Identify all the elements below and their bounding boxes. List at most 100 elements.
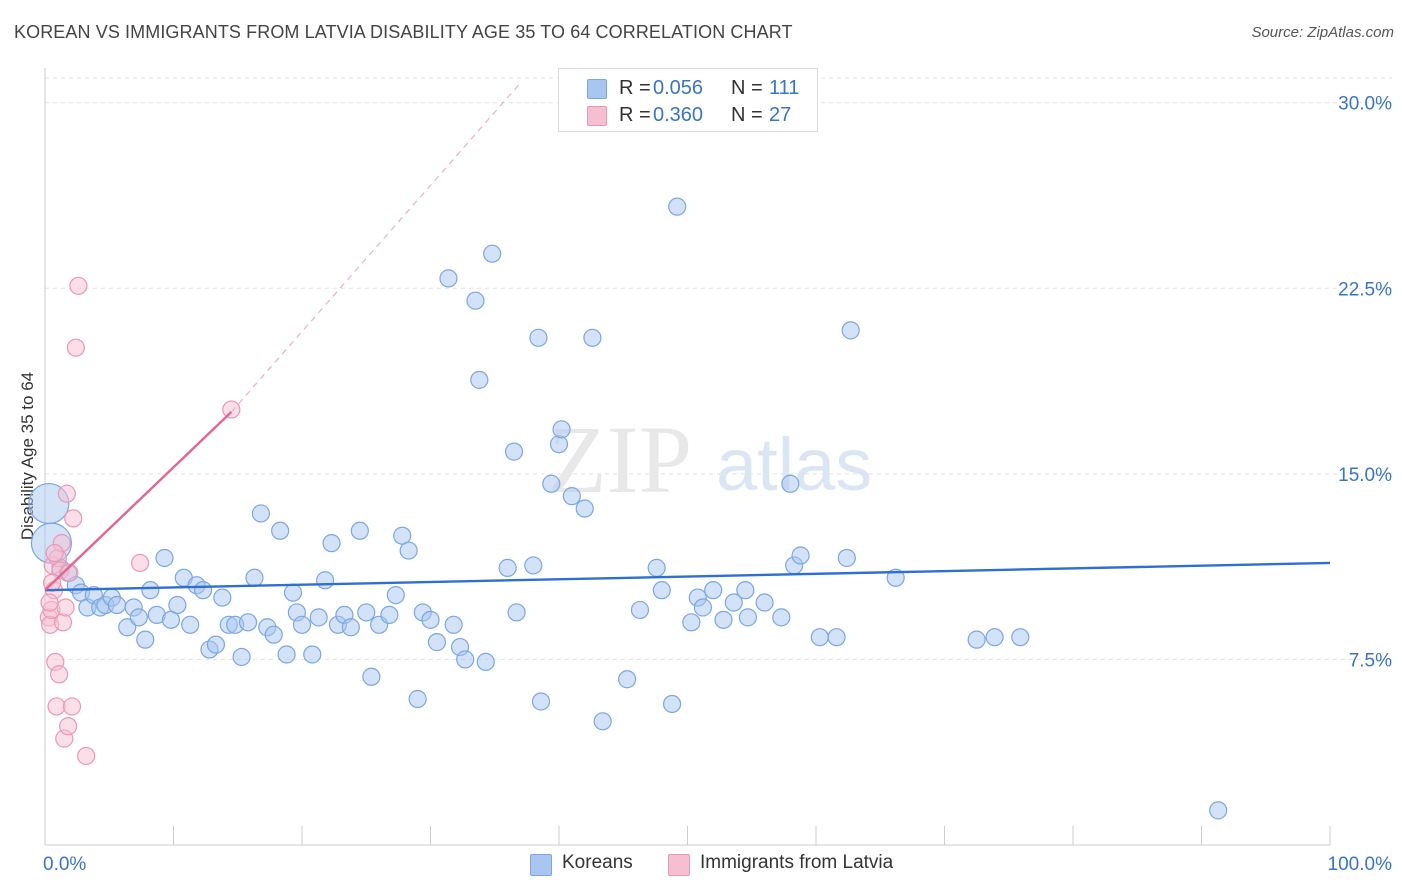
series-koreans bbox=[28, 197, 1228, 820]
legend-n-value: 111 bbox=[769, 77, 800, 99]
data-point bbox=[772, 608, 791, 627]
data-points bbox=[28, 197, 1228, 820]
data-point bbox=[439, 269, 458, 288]
data-point bbox=[56, 598, 75, 617]
data-point bbox=[59, 717, 78, 736]
data-point bbox=[386, 586, 405, 605]
data-point bbox=[668, 197, 687, 216]
data-point bbox=[69, 276, 88, 295]
data-point bbox=[277, 645, 296, 664]
legend-label-latvia: Immigrants from Latvia bbox=[700, 852, 894, 873]
watermark: ZIP atlas bbox=[548, 406, 872, 513]
data-point bbox=[593, 712, 612, 731]
data-point bbox=[380, 605, 399, 625]
data-point bbox=[40, 593, 59, 612]
watermark-atlas: atlas bbox=[716, 423, 872, 506]
data-point bbox=[168, 595, 187, 615]
x-tick-label: 0.0% bbox=[43, 854, 86, 875]
data-point bbox=[575, 499, 594, 518]
data-point bbox=[50, 665, 69, 684]
data-point bbox=[542, 474, 561, 493]
data-point bbox=[552, 420, 571, 439]
data-point bbox=[271, 521, 290, 540]
data-point bbox=[652, 581, 671, 600]
y-tick-label: 15.0% bbox=[1338, 465, 1392, 486]
chart-title: KOREAN VS IMMIGRANTS FROM LATVIA DISABIL… bbox=[14, 22, 793, 42]
data-point bbox=[456, 650, 475, 669]
trend-line-koreans bbox=[44, 561, 1331, 592]
legend-swatch-koreans bbox=[587, 79, 607, 99]
data-point bbox=[841, 321, 860, 340]
data-point bbox=[222, 400, 241, 419]
series-latvia bbox=[39, 276, 241, 766]
data-point bbox=[57, 484, 76, 503]
data-point bbox=[470, 370, 489, 389]
data-point bbox=[66, 338, 85, 357]
data-point bbox=[810, 628, 829, 647]
data-point bbox=[341, 618, 360, 637]
legend-r-value: 0.360 bbox=[653, 104, 704, 126]
data-point bbox=[549, 435, 569, 454]
data-point bbox=[129, 608, 148, 627]
data-point bbox=[303, 645, 322, 664]
tick-labels: 7.5% 15.0% 22.5% 30.0% 0.0% 100.0% bbox=[43, 94, 1392, 875]
data-point bbox=[483, 244, 502, 263]
data-point bbox=[583, 328, 602, 347]
data-point bbox=[738, 608, 757, 627]
data-point bbox=[64, 509, 83, 528]
data-point bbox=[357, 603, 376, 622]
data-point bbox=[630, 600, 650, 620]
data-point bbox=[693, 598, 713, 617]
data-point bbox=[466, 291, 485, 310]
data-point bbox=[316, 571, 335, 590]
data-point bbox=[141, 581, 160, 600]
data-point bbox=[155, 548, 174, 568]
data-point bbox=[107, 595, 127, 615]
legend-n-value: 27 bbox=[769, 104, 792, 126]
data-point bbox=[504, 442, 524, 461]
data-point bbox=[399, 541, 418, 560]
data-point bbox=[1209, 801, 1228, 820]
data-point bbox=[791, 546, 810, 565]
data-point bbox=[362, 667, 381, 686]
data-point bbox=[245, 568, 264, 587]
data-point bbox=[292, 615, 312, 634]
data-point bbox=[1011, 628, 1030, 647]
data-point bbox=[232, 647, 251, 667]
data-point bbox=[781, 474, 800, 493]
data-point bbox=[531, 692, 551, 711]
data-point bbox=[755, 593, 774, 612]
legend-swatch-latvia bbox=[587, 106, 607, 126]
legend-row-koreans: R = 0.056 N = 111 bbox=[559, 75, 817, 101]
data-point bbox=[47, 697, 66, 716]
data-point bbox=[322, 534, 341, 553]
legend-label-koreans: Koreans bbox=[562, 852, 633, 873]
axes bbox=[44, 68, 1331, 846]
legend-n-label: N = bbox=[731, 104, 763, 126]
correlation-legend: R = 0.056 N = 111 R = 0.360 N = 27 bbox=[558, 68, 818, 132]
data-point bbox=[283, 583, 303, 602]
data-point bbox=[476, 652, 495, 672]
data-point bbox=[309, 608, 328, 627]
trend-lines bbox=[44, 82, 1331, 592]
legend-r-value: 0.056 bbox=[653, 77, 704, 99]
data-point bbox=[136, 630, 155, 649]
data-point bbox=[62, 697, 82, 716]
data-point bbox=[886, 568, 905, 587]
data-point bbox=[45, 543, 64, 563]
legend-r-label: R = bbox=[619, 77, 651, 99]
data-point bbox=[421, 610, 440, 629]
y-tick-label: 7.5% bbox=[1349, 650, 1392, 671]
data-point bbox=[498, 558, 517, 577]
legend-n-label: N = bbox=[731, 77, 763, 99]
data-point bbox=[724, 593, 743, 612]
data-point bbox=[213, 588, 232, 607]
legend-swatch-latvia bbox=[668, 854, 690, 876]
data-point bbox=[967, 630, 986, 649]
trend-line-latvia bbox=[44, 411, 233, 592]
data-point bbox=[193, 581, 213, 600]
data-point bbox=[662, 694, 682, 714]
data-point bbox=[408, 689, 427, 709]
y-tick-label: 22.5% bbox=[1338, 279, 1392, 300]
y-tick-label: 30.0% bbox=[1338, 94, 1392, 115]
